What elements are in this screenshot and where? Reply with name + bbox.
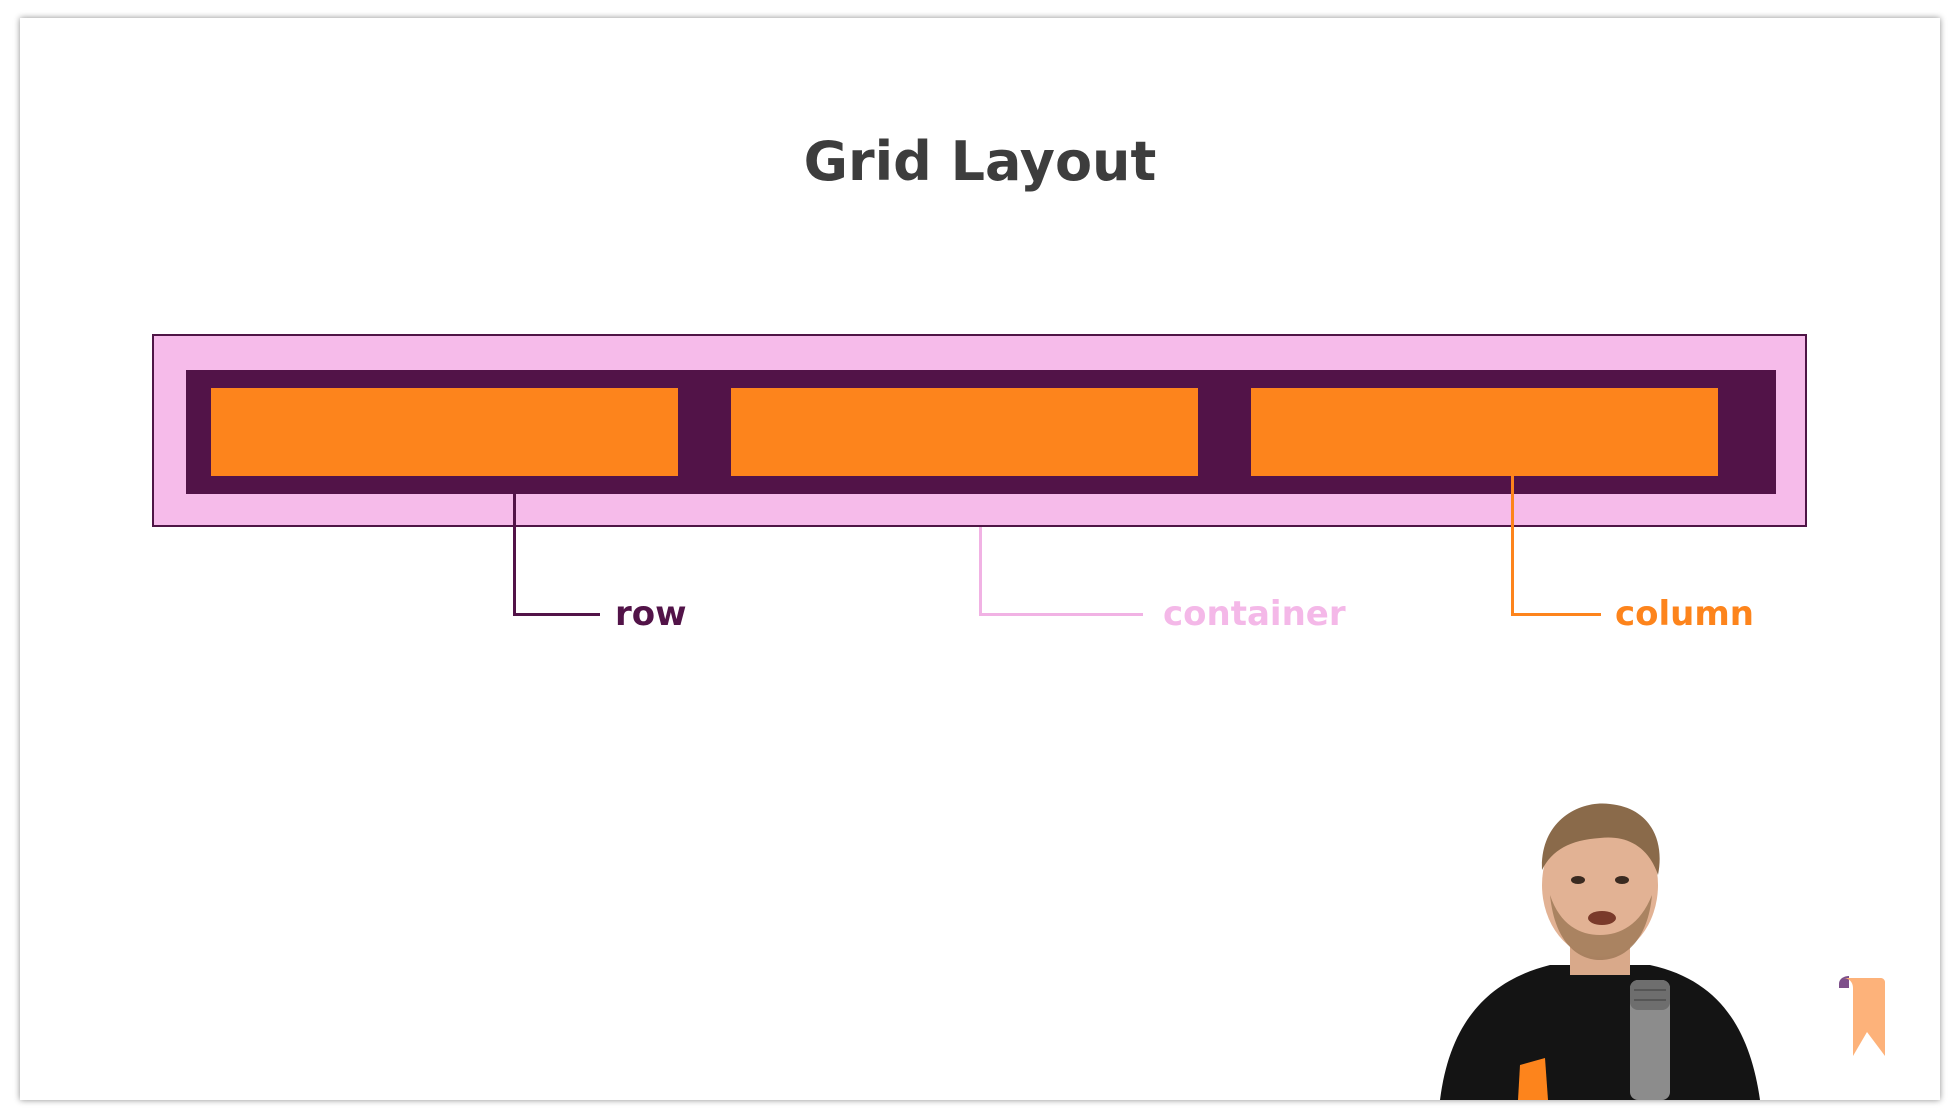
presenter-video — [1440, 803, 1760, 1100]
container-label: container — [1163, 594, 1346, 634]
presenter-hair — [1541, 803, 1660, 875]
column-box-2 — [731, 388, 1198, 476]
slide-title: Grid Layout — [803, 130, 1157, 193]
column-box-3 — [1251, 388, 1718, 476]
slide-frame: Grid Layout row container column — [20, 18, 1940, 1100]
presenter-beard — [1550, 895, 1652, 960]
presenter-shirt — [1440, 965, 1760, 1100]
container-connector-line — [979, 527, 1143, 616]
presenter-head — [1542, 813, 1658, 957]
bookmark-logo-icon — [1839, 976, 1885, 1056]
column-label: column — [1615, 594, 1755, 634]
row-label: row — [615, 594, 687, 634]
row-connector-line — [513, 494, 600, 616]
column-box-1 — [211, 388, 678, 476]
shirt-logo-icon — [1518, 1058, 1548, 1100]
column-connector-line — [1511, 476, 1601, 616]
